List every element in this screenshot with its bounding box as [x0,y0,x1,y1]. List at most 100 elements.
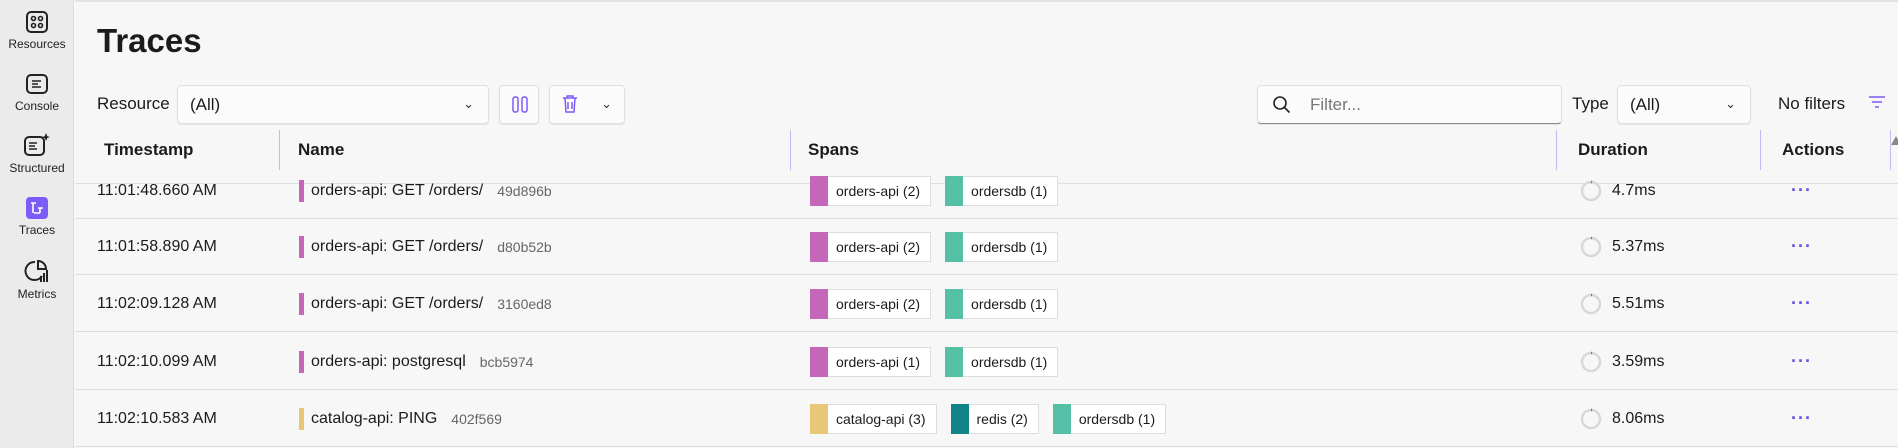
span-color-swatch [810,231,828,262]
sidebar-item-resources[interactable]: Resources [0,10,74,51]
span-badge[interactable]: ordersdb (1) [945,175,1059,206]
duration-value: 8.06ms [1612,409,1665,427]
duration-cell: 4.7ms [1579,162,1656,219]
resource-color-bar [299,235,304,258]
sidebar-item-metrics[interactable]: Metrics [0,258,74,301]
clear-telemetry-button[interactable]: ⌄ [549,85,625,124]
actions-menu-button[interactable]: ··· [1791,236,1812,256]
column-header-timestamp[interactable]: Timestamp [104,140,194,159]
resource-color-bar [299,407,304,430]
span-badge[interactable]: redis (2) [950,403,1039,434]
column-divider[interactable] [1556,130,1557,170]
timestamp-cell: 11:02:09.128 AM [97,294,217,312]
duration-cell: 3.59ms [1579,333,1664,390]
duration-ring-icon [1580,180,1602,201]
span-color-swatch [810,175,828,206]
span-label: orders-api (2) [836,182,921,199]
chevron-down-icon: ⌄ [601,96,612,111]
resource-label: Resource [97,94,170,113]
table-row[interactable]: 11:02:10.099 AM orders-api: postgresql bc… [75,333,1898,390]
table-row[interactable]: 11:02:09.128 AM orders-api: GET /orders/… [75,275,1898,332]
spans-cell: orders-api (2) ordersdb (1) [810,275,1072,332]
sidebar-item-console[interactable]: Console [0,72,74,113]
chevron-down-icon: ⌄ [1725,96,1736,111]
name-cell[interactable]: orders-api: GET /orders/3160ed8 [299,275,552,332]
filters-status: No filters [1778,94,1846,113]
duration-value: 5.51ms [1612,294,1665,312]
column-header-spans[interactable]: Spans [808,140,860,159]
row-divider [75,274,1898,275]
sidebar-item-label: Metrics [17,287,57,301]
span-label: orders-api (2) [836,238,921,255]
table-row[interactable]: 11:01:48.660 AM orders-api: GET /orders/… [75,162,1898,219]
actions-menu-button[interactable]: ··· [1791,293,1812,313]
span-color-swatch [810,403,828,434]
type-select-value: (All) [1630,95,1661,114]
span-badge[interactable]: ordersdb (1) [945,231,1059,262]
span-color-swatch [1052,403,1071,434]
duration-value: 4.7ms [1612,181,1656,199]
timestamp-cell: 11:01:48.660 AM [97,181,217,199]
name-cell[interactable]: orders-api: postgresql bcb5974 [299,333,533,390]
column-divider[interactable] [1890,130,1891,170]
actions-menu-button[interactable]: ··· [1791,351,1812,371]
trace-id: d80b52b [497,238,552,255]
actions-menu-button[interactable]: ··· [1791,408,1812,428]
span-badge[interactable]: orders-api (2) [810,231,932,262]
span-label: ordersdb (1) [971,238,1048,255]
span-color-swatch [810,288,828,319]
column-header-actions[interactable]: Actions [1782,140,1845,159]
duration-cell: 5.37ms [1579,218,1664,275]
type-select[interactable]: (All) ⌄ [1617,85,1751,124]
filter-input[interactable]: Filter... [1257,85,1562,124]
resource-color-bar [299,350,304,373]
filter-icon[interactable] [1868,95,1886,111]
table-row[interactable]: 11:02:10.583 AM catalog-api: PING 402f569… [75,390,1898,447]
sidebar-item-label: Structured [9,161,65,175]
metrics-icon [24,259,48,282]
span-badge[interactable]: orders-api (1) [810,346,932,377]
resources-grid-icon [26,11,48,33]
trace-id: 402f569 [451,410,502,427]
column-header-name[interactable]: Name [298,140,345,159]
spans-cell: orders-api (1) ordersdb (1) [810,333,1072,390]
resource-color-bar [299,292,304,315]
row-divider [75,446,1898,447]
sidebar-item-label: Console [14,99,60,113]
spans-cell: orders-api (2) ordersdb (1) [810,162,1072,219]
column-divider[interactable] [790,130,791,170]
duration-ring-icon [1580,351,1602,372]
name-cell[interactable]: orders-api: GET /orders/49d896b [299,162,552,219]
pause-button[interactable] [499,85,539,124]
span-badge[interactable]: catalog-api (3) [810,403,937,434]
span-label: ordersdb (1) [1078,410,1156,427]
span-color-swatch [945,175,964,206]
resource-select[interactable]: (All) ⌄ [177,85,489,124]
column-divider[interactable] [1760,130,1761,170]
table-row[interactable]: 11:01:58.890 AM orders-api: GET /orders/… [75,218,1898,275]
span-badge[interactable]: ordersdb (1) [945,288,1059,319]
name-cell[interactable]: orders-api: GET /orders/d80b52b [299,218,552,275]
span-badge[interactable]: ordersdb (1) [945,346,1059,377]
duration-ring-icon [1580,408,1602,429]
span-badge[interactable]: orders-api (2) [810,175,932,206]
trace-name: orders-api: GET /orders/ [311,237,484,255]
trace-id: 3160ed8 [497,295,552,312]
span-color-swatch [810,346,828,377]
sidebar-item-structured[interactable]: Structured [0,132,74,175]
column-divider[interactable] [279,130,280,170]
structured-logs-icon [24,133,50,156]
name-cell[interactable]: catalog-api: PING 402f569 [299,390,502,447]
spans-cell: orders-api (2) ordersdb (1) [810,218,1072,275]
span-label: orders-api (1) [836,353,921,370]
span-badge[interactable]: orders-api (2) [810,288,932,319]
actions-menu-button[interactable]: ··· [1791,180,1812,200]
search-icon [1273,96,1291,114]
trace-name: orders-api: GET /orders/ [311,294,484,312]
sidebar-item-label: Resources [8,37,66,51]
scrollbar-up-arrow[interactable] [1891,136,1898,145]
column-header-duration[interactable]: Duration [1578,140,1648,159]
traces-icon [26,197,48,219]
span-badge[interactable]: ordersdb (1) [1052,403,1167,434]
sidebar-item-traces[interactable]: Traces [0,196,74,237]
